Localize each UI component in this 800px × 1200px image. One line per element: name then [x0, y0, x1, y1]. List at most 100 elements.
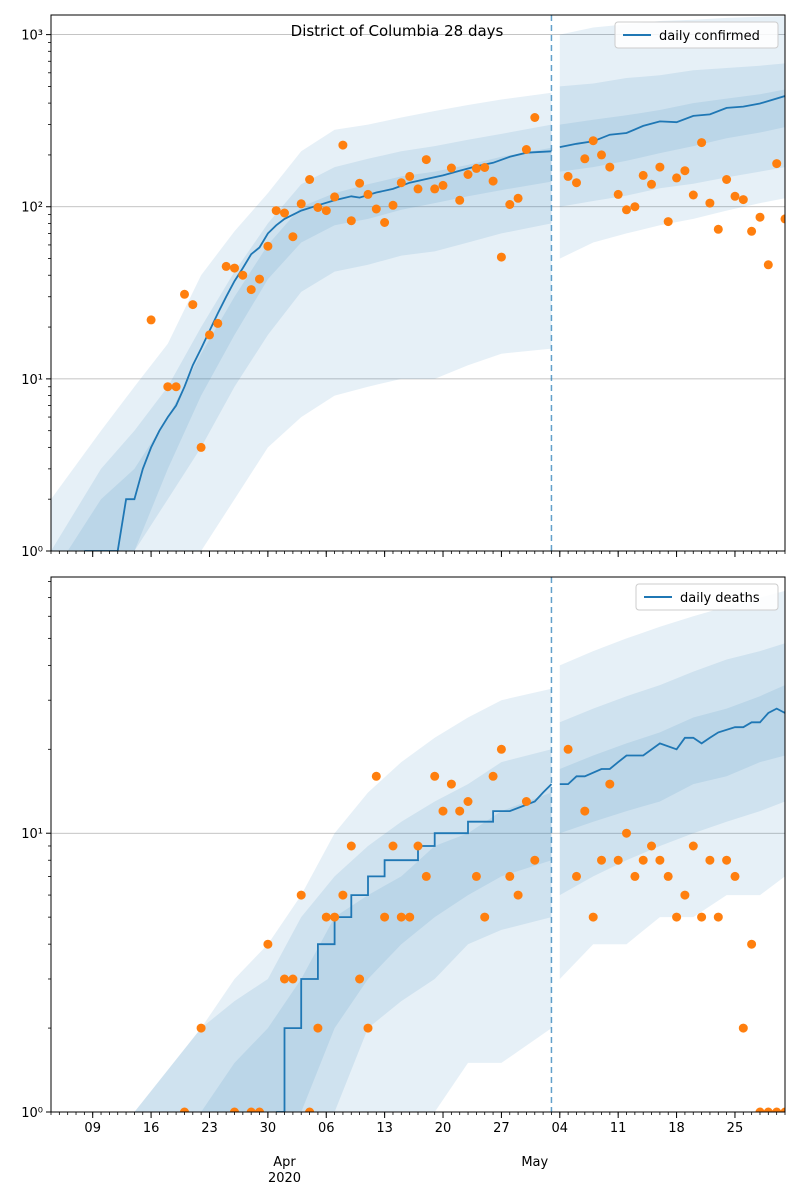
- observed-point: [196, 442, 206, 452]
- observed-point: [163, 382, 173, 392]
- observed-point: [446, 779, 456, 789]
- uncertainty-band: [559, 89, 785, 172]
- observed-point: [463, 170, 473, 179]
- observed-point: [296, 890, 306, 900]
- observed-point: [763, 1107, 773, 1112]
- observed-point: [363, 189, 373, 199]
- observed-point: [430, 184, 440, 194]
- observed-point: [388, 841, 398, 851]
- observed-point: [705, 855, 715, 865]
- observed-point: [396, 912, 406, 922]
- observed-point: [171, 382, 181, 392]
- observed-point: [530, 855, 540, 865]
- legend: daily confirmed: [614, 21, 779, 49]
- observed-point: [672, 173, 682, 183]
- observed-point: [238, 270, 248, 280]
- observed-point: [305, 175, 315, 184]
- observed-point: [772, 1107, 782, 1112]
- observed-point: [697, 912, 707, 922]
- y-tick-label: 10⁰: [21, 545, 43, 560]
- observed-point: [597, 150, 606, 160]
- observed-point: [521, 797, 531, 806]
- observed-point: [380, 218, 390, 227]
- observed-point: [196, 1023, 206, 1033]
- observed-point: [713, 224, 723, 234]
- observed-point: [255, 274, 264, 284]
- x-tick-label: 23: [201, 1121, 218, 1136]
- observed-point: [205, 330, 214, 340]
- observed-point: [463, 797, 473, 806]
- x-tick-label: 13: [376, 1121, 393, 1136]
- observed-point: [730, 191, 740, 201]
- observed-point: [730, 871, 740, 881]
- observed-point: [380, 912, 390, 922]
- observed-point: [513, 193, 523, 203]
- observed-point: [421, 871, 431, 881]
- observed-point: [446, 163, 456, 173]
- observed-point: [763, 260, 773, 270]
- observed-point: [580, 154, 590, 164]
- uncertainty-band: [51, 124, 552, 551]
- observed-point: [188, 300, 198, 310]
- observed-point: [438, 806, 448, 816]
- observed-point: [738, 1023, 748, 1033]
- observed-point: [438, 180, 448, 190]
- observed-point: [471, 163, 481, 173]
- observed-point: [338, 890, 348, 900]
- observed-point: [321, 206, 331, 216]
- observed-point: [246, 285, 256, 295]
- x-tick-label: 16: [143, 1121, 160, 1136]
- observed-point: [180, 1107, 189, 1112]
- observed-point: [405, 912, 415, 922]
- observed-point: [780, 1107, 785, 1112]
- observed-point: [230, 263, 239, 273]
- y-tick-label: 10¹: [21, 373, 43, 388]
- forecast-line: [559, 707, 785, 785]
- plot-area: [51, 16, 785, 551]
- observed-point: [663, 217, 673, 227]
- observed-point: [513, 890, 523, 900]
- legend-label: daily confirmed: [659, 29, 760, 44]
- observed-point: [280, 208, 289, 218]
- observed-point: [688, 841, 698, 851]
- plot-area: [51, 590, 785, 1112]
- observed-point: [647, 179, 656, 189]
- observed-point: [405, 171, 415, 181]
- observed-point: [471, 871, 481, 881]
- observed-point: [680, 166, 690, 176]
- observed-point: [563, 171, 573, 181]
- observed-point: [455, 195, 465, 205]
- observed-point: [680, 890, 690, 900]
- confirmed-panel: 10⁰ 10¹ 10² 10³ daily confirmed: [21, 14, 786, 560]
- uncertainty-band: [559, 685, 785, 834]
- y-tick-label: 10⁰: [21, 1106, 43, 1121]
- observed-point: [655, 162, 665, 172]
- x-tick-label: 20: [435, 1121, 452, 1136]
- observed-point: [296, 199, 306, 209]
- observed-point: [613, 189, 623, 199]
- uncertainty-band: [559, 643, 785, 896]
- observed-point: [630, 871, 640, 881]
- observed-point: [738, 195, 748, 205]
- uncertainty-band: [67, 147, 552, 551]
- observed-point: [580, 806, 590, 816]
- observed-point: [505, 871, 515, 881]
- observed-point: [396, 178, 406, 188]
- x-tick-label: 27: [493, 1121, 510, 1136]
- observed-point: [371, 204, 381, 214]
- observed-point: [638, 170, 648, 180]
- uncertainty-band: [559, 63, 785, 207]
- x-tick-label: 09: [84, 1121, 101, 1136]
- x-tick-label: 11: [610, 1121, 627, 1136]
- x-year-label: 2020: [268, 1171, 301, 1186]
- legend-box: [635, 583, 779, 611]
- observed-point: [655, 855, 665, 865]
- observed-point: [271, 206, 281, 216]
- observed-point: [263, 241, 273, 251]
- observed-point: [488, 771, 498, 781]
- observed-point: [755, 1107, 765, 1112]
- x-tick-label: 06: [318, 1121, 335, 1136]
- observed-point: [630, 202, 640, 212]
- legend: daily deaths: [635, 583, 779, 611]
